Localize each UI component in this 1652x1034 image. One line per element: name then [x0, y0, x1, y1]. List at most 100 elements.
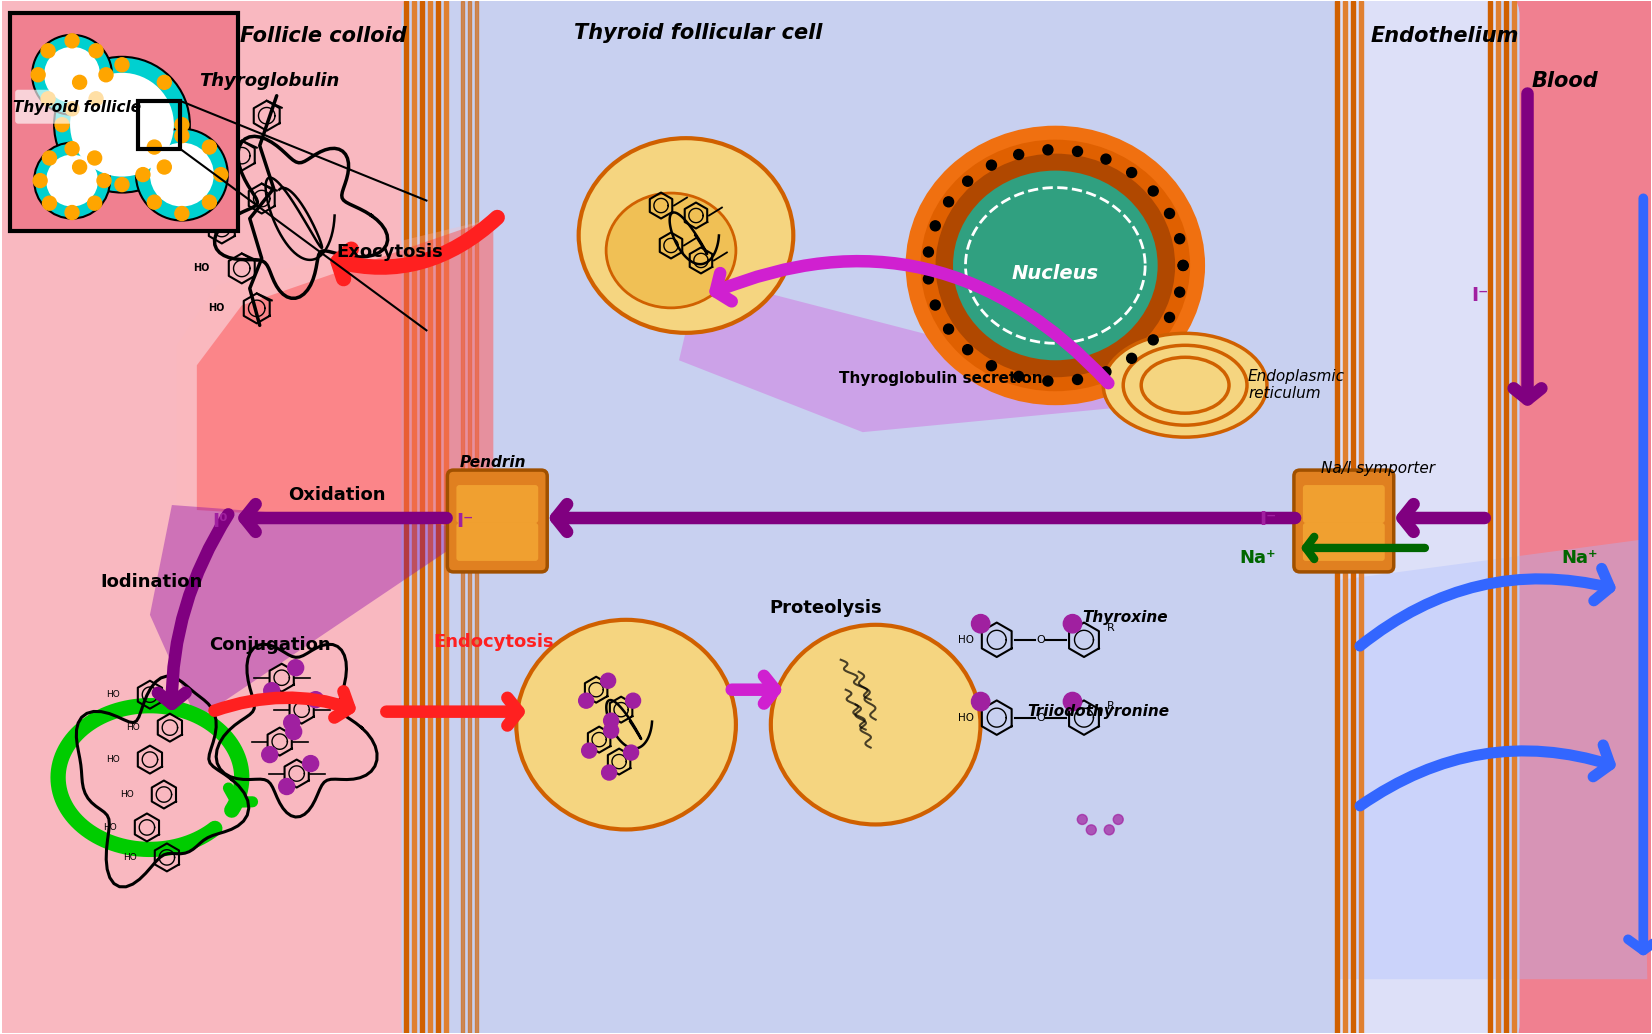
- Bar: [1343, 1, 1346, 1033]
- Circle shape: [64, 206, 79, 219]
- Ellipse shape: [1104, 333, 1267, 437]
- Bar: [1495, 1, 1500, 1033]
- Circle shape: [302, 756, 319, 771]
- Circle shape: [1113, 815, 1123, 824]
- Circle shape: [45, 47, 101, 102]
- Text: HO: HO: [102, 823, 117, 832]
- Circle shape: [41, 92, 55, 105]
- Circle shape: [1127, 354, 1137, 363]
- Circle shape: [89, 43, 102, 58]
- Circle shape: [287, 660, 304, 676]
- Bar: [469, 1, 471, 1033]
- Circle shape: [135, 168, 150, 182]
- Circle shape: [41, 43, 55, 58]
- Bar: [1360, 1, 1363, 1033]
- FancyBboxPatch shape: [456, 485, 539, 523]
- Circle shape: [1175, 234, 1184, 244]
- Circle shape: [1072, 147, 1082, 156]
- Text: HO: HO: [106, 690, 121, 699]
- FancyBboxPatch shape: [1303, 523, 1384, 560]
- Bar: [1335, 1, 1338, 1033]
- Circle shape: [55, 57, 190, 192]
- Circle shape: [35, 143, 111, 218]
- Text: Na/I symporter: Na/I symporter: [1320, 460, 1436, 476]
- Circle shape: [963, 176, 973, 186]
- Ellipse shape: [905, 126, 1204, 405]
- Text: Thyroglobulin: Thyroglobulin: [200, 71, 340, 90]
- Circle shape: [31, 68, 45, 82]
- Text: HO: HO: [173, 223, 190, 234]
- Ellipse shape: [920, 140, 1189, 391]
- Text: HO: HO: [193, 264, 210, 273]
- Polygon shape: [197, 218, 494, 528]
- Circle shape: [116, 58, 129, 71]
- Text: Na⁺: Na⁺: [1561, 549, 1597, 567]
- Text: Thyroid follicular cell: Thyroid follicular cell: [573, 23, 823, 42]
- Circle shape: [930, 221, 940, 231]
- Polygon shape: [679, 275, 1112, 432]
- Circle shape: [603, 713, 618, 728]
- Circle shape: [64, 101, 79, 116]
- Text: Proteolysis: Proteolysis: [770, 599, 882, 617]
- Text: Endothelium: Endothelium: [1371, 26, 1518, 45]
- Circle shape: [97, 174, 111, 187]
- Text: HO: HO: [124, 853, 137, 862]
- Bar: [436, 1, 441, 1033]
- Bar: [1487, 1, 1492, 1033]
- Circle shape: [1064, 693, 1082, 710]
- FancyBboxPatch shape: [401, 0, 1520, 1034]
- Circle shape: [1014, 150, 1024, 159]
- Text: HO: HO: [193, 151, 210, 160]
- Circle shape: [582, 743, 596, 758]
- Text: Endocytosis: Endocytosis: [433, 633, 553, 650]
- Ellipse shape: [935, 154, 1175, 377]
- Circle shape: [1014, 371, 1024, 382]
- Circle shape: [286, 724, 302, 739]
- Ellipse shape: [771, 625, 981, 824]
- Bar: [476, 1, 479, 1033]
- Ellipse shape: [1123, 345, 1247, 425]
- Text: I⁻: I⁻: [456, 513, 474, 531]
- Circle shape: [157, 160, 172, 174]
- Circle shape: [33, 174, 48, 187]
- Circle shape: [147, 140, 162, 154]
- Text: HO: HO: [958, 712, 973, 723]
- Text: R: R: [1107, 622, 1115, 633]
- Ellipse shape: [517, 619, 735, 829]
- Circle shape: [1165, 209, 1175, 218]
- Circle shape: [64, 34, 79, 48]
- Polygon shape: [150, 505, 481, 720]
- Circle shape: [601, 765, 616, 780]
- Text: I⁰: I⁰: [211, 513, 228, 531]
- Text: Blood: Blood: [1531, 70, 1597, 91]
- Circle shape: [626, 693, 641, 708]
- Text: Thyroxine: Thyroxine: [1082, 610, 1168, 626]
- Bar: [1490, 1, 1652, 1033]
- Circle shape: [1104, 825, 1113, 834]
- Circle shape: [923, 274, 933, 284]
- FancyBboxPatch shape: [448, 470, 547, 572]
- Circle shape: [1077, 815, 1087, 824]
- Text: HO: HO: [208, 303, 225, 313]
- Text: Oxidation: Oxidation: [287, 486, 385, 504]
- Circle shape: [135, 128, 228, 220]
- Circle shape: [603, 723, 618, 738]
- Text: HO: HO: [106, 755, 121, 764]
- Circle shape: [264, 682, 279, 699]
- Circle shape: [116, 178, 129, 191]
- Bar: [428, 1, 433, 1033]
- Circle shape: [284, 714, 299, 731]
- Text: O: O: [1036, 635, 1044, 645]
- Circle shape: [175, 128, 188, 143]
- Text: Follicle colloid: Follicle colloid: [240, 26, 406, 45]
- Bar: [1340, 1, 1495, 1033]
- Circle shape: [150, 143, 213, 207]
- Circle shape: [46, 155, 97, 207]
- Bar: [1503, 1, 1508, 1033]
- Circle shape: [1100, 154, 1110, 164]
- Circle shape: [601, 673, 616, 689]
- Circle shape: [99, 68, 112, 82]
- Circle shape: [1087, 825, 1097, 834]
- Text: HO: HO: [958, 635, 973, 645]
- FancyBboxPatch shape: [1303, 485, 1384, 523]
